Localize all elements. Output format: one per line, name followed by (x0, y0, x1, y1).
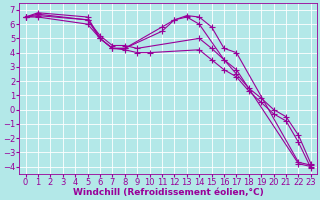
X-axis label: Windchill (Refroidissement éolien,°C): Windchill (Refroidissement éolien,°C) (73, 188, 264, 197)
